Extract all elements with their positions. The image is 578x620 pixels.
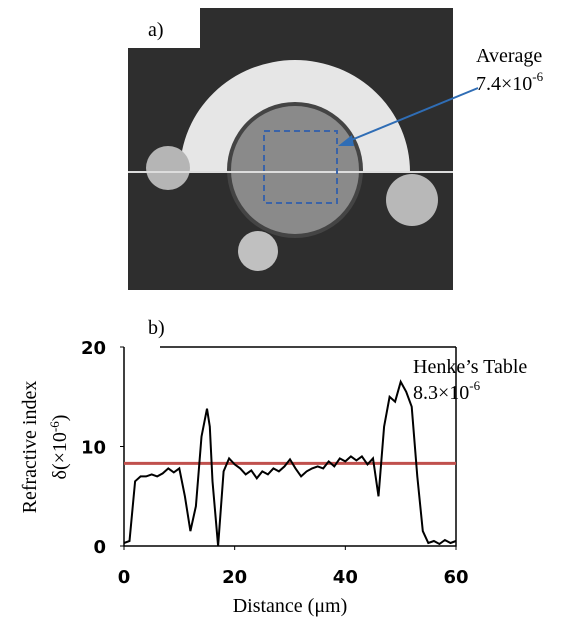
annotation: Average (476, 45, 542, 67)
annotation-value: 7.4×10-6 (476, 69, 544, 95)
x-tick-label: 0 (118, 567, 131, 588)
y-tick-label: 20 (81, 338, 106, 359)
x-axis-label: Distance (μm) (233, 595, 348, 617)
frame (123, 347, 457, 547)
y-axis-unit: δ(×10-6) (47, 415, 72, 480)
y-tick-label: 0 (93, 537, 106, 558)
y-tick-label: 10 (81, 438, 106, 459)
x-tick-label: 40 (333, 567, 358, 588)
reference-name: Henke’s Table (413, 356, 527, 378)
panel-label: a) (148, 19, 164, 41)
y-axis-label: Refractive index (19, 381, 41, 514)
reference-label: 8.3×10-6 (413, 378, 481, 404)
profile-line (123, 379, 457, 547)
ct-image (128, 8, 479, 290)
x-tick-label: 60 (443, 567, 468, 588)
panel-label: b) (148, 317, 165, 339)
x-tick-label: 20 (222, 567, 247, 588)
